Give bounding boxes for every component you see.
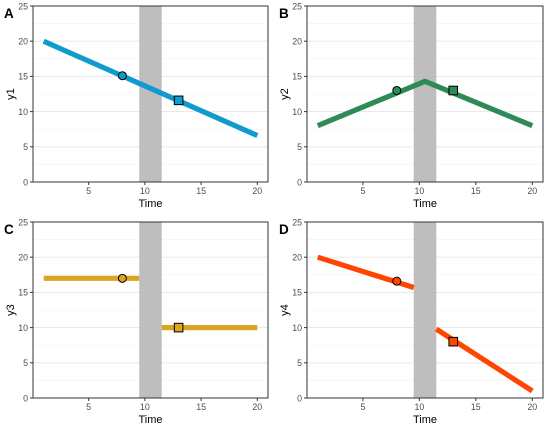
y-tick-label: 25	[292, 217, 302, 227]
series-line-segment-1	[316, 78, 534, 129]
y-tick-label: 10	[18, 107, 28, 117]
x-tick-label: 20	[252, 186, 262, 196]
y-axis-title: y2	[279, 88, 291, 100]
y-tick-label: 0	[297, 393, 302, 403]
y-axis-title: y3	[5, 304, 17, 316]
x-tick-label: 20	[527, 186, 537, 196]
x-axis-title: Time	[138, 414, 162, 426]
square-marker	[173, 95, 184, 106]
y-tick-label: 10	[292, 323, 302, 333]
y-tick-label: 15	[292, 72, 302, 82]
plot-border	[32, 221, 269, 399]
square-marker	[448, 336, 459, 347]
y-tick-label: 15	[18, 72, 28, 82]
circle-marker	[117, 273, 127, 283]
plot-border	[306, 221, 544, 399]
x-axis-title: Time	[413, 414, 437, 426]
y-tick-label: 5	[297, 358, 302, 368]
square-marker	[448, 85, 459, 96]
circle-marker	[392, 85, 402, 95]
x-tick-label: 5	[360, 186, 365, 196]
x-tick-label: 5	[360, 402, 365, 412]
shaded-band	[413, 6, 437, 182]
x-tick-label: 15	[471, 186, 481, 196]
y-tick-label: 20	[292, 253, 302, 263]
y-tick-label: 10	[292, 107, 302, 117]
x-tick-label: 10	[140, 186, 150, 196]
square-marker	[173, 322, 184, 333]
shaded-band	[139, 222, 162, 398]
panel-a: 0 5 10 15 20 25 5 10 15 20 Time y1 A	[4, 1, 269, 210]
y-tick-label: 0	[297, 177, 302, 187]
panel-tag: A	[4, 6, 14, 21]
circle-marker	[392, 276, 402, 286]
y-tick-label: 10	[18, 323, 28, 333]
y-axis-title: y4	[279, 304, 291, 316]
x-tick-label: 10	[414, 402, 424, 412]
y-tick-label: 15	[292, 288, 302, 298]
panel-tag: D	[279, 222, 289, 237]
x-tick-label: 5	[86, 186, 91, 196]
plot-border	[32, 5, 269, 183]
panel-b: 0 5 10 15 20 25 5 10 15 20 Time y2 B	[279, 1, 544, 210]
y-tick-label: 0	[23, 393, 28, 403]
y-tick-label: 5	[23, 358, 28, 368]
y-axis-title: y1	[5, 88, 17, 100]
y-tick-label: 0	[23, 177, 28, 187]
panel-c: 0 5 10 15 20 25 5 10 15 20 Time y3 C	[4, 217, 269, 426]
panel-tag: B	[279, 6, 289, 21]
x-tick-label: 20	[527, 402, 537, 412]
y-tick-label: 25	[292, 1, 302, 11]
y-tick-label: 5	[297, 142, 302, 152]
x-tick-label: 5	[86, 402, 91, 412]
circle-marker	[117, 71, 127, 81]
x-tick-label: 20	[252, 402, 262, 412]
y-tick-label: 20	[18, 37, 28, 47]
shaded-band	[413, 222, 437, 398]
panel-tag: C	[4, 222, 14, 237]
y-tick-label: 5	[23, 142, 28, 152]
x-tick-label: 15	[196, 402, 206, 412]
y-tick-label: 25	[18, 1, 28, 11]
x-tick-label: 10	[140, 402, 150, 412]
y-tick-label: 15	[18, 288, 28, 298]
y-tick-label: 20	[292, 37, 302, 47]
plot-border	[306, 5, 544, 183]
x-tick-label: 15	[471, 402, 481, 412]
shaded-band	[139, 6, 162, 182]
x-tick-label: 15	[196, 186, 206, 196]
x-axis-title: Time	[138, 198, 162, 210]
y-tick-label: 25	[18, 217, 28, 227]
x-axis-title: Time	[413, 198, 437, 210]
panel-d: 0 5 10 15 20 25 5 10 15 20 Time y4 D	[279, 217, 544, 426]
series-line-segment-1	[42, 38, 259, 138]
y-tick-label: 20	[18, 253, 28, 263]
x-tick-label: 10	[414, 186, 424, 196]
